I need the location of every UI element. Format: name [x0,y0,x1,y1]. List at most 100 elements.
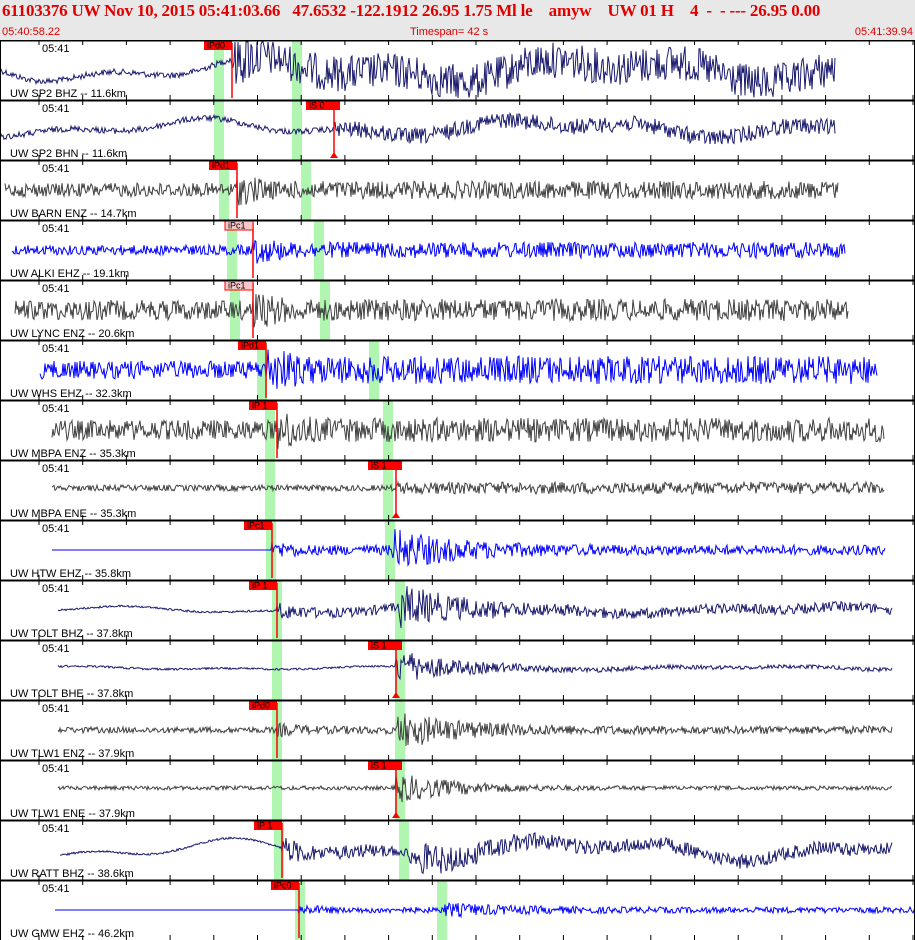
channel-panel[interactable]: iPd0 05:41 UW SP2 BHZ -- 11.6km [0,40,915,100]
pick-label: iPc1 [228,221,246,231]
minute-label: 05:41 [42,163,70,175]
pick-label: iPc1 [247,521,265,531]
phase-window [227,220,237,280]
waveform-trace [57,653,893,681]
pick-label: iPd1 [212,161,230,171]
pick-flag[interactable] [368,460,402,470]
phase-window [292,40,302,100]
start-time: 05:40:58.22 [2,26,61,38]
pick-flag[interactable] [238,340,266,350]
timespan: Timespan= 42 s [410,26,489,38]
waveform-trace [39,349,878,389]
phase-window [265,460,275,520]
minute-label: 05:41 [42,463,70,475]
pick-label: iS 1 [371,461,387,471]
pick-label: iPd1 [241,341,259,351]
channel-panel[interactable]: iS 1 05:41 UW MBPA ENE -- 35.3km [0,459,915,520]
pick-label: iP 1 [252,581,267,591]
phase-window [395,700,405,760]
channel-label: UW BARN ENZ -- 14.7km [10,208,137,220]
channel-label: UW ALKI EHZ -- 19.1km [10,268,129,280]
channel-panel[interactable]: iS 1 05:41 UW TLW1 ENE -- 37.9km [0,759,915,820]
minute-label: 05:41 [42,703,70,715]
waveform-trace [14,293,849,328]
phase-window [274,820,284,880]
channel-label: UW GMW EHZ -- 46.2km [10,928,134,940]
event-header: 61103376 UW Nov 10, 2015 05:41:03.66 47.… [0,0,915,40]
pick-label: iS 1 [371,641,387,651]
channel-panel[interactable]: iS 0 05:41 UW SP2 BHN -- 11.6km [0,99,915,160]
minute-label: 05:41 [42,403,70,415]
minute-label: 05:41 [42,523,70,535]
channel-label: UW WHS EHZ -- 32.3km [10,388,132,400]
pick-flag[interactable] [368,760,402,770]
channel-panel[interactable]: iPc1 05:41 UW LYNC ENZ -- 20.6km [0,279,915,340]
minute-label: 05:41 [42,43,70,55]
minute-label: 05:41 [42,823,70,835]
waveform-trace [57,775,893,803]
phase-window [314,220,324,280]
pick-label: iPc1 [228,281,246,291]
channel-panel[interactable]: iPc0 05:41 UW GMW EHZ -- 46.2km [0,879,915,940]
phase-window [395,760,405,820]
end-time: 05:41:39.94 [854,26,913,38]
pick-flag[interactable] [244,520,272,530]
pick-flag[interactable] [306,100,340,110]
seismogram-panels: iPd0 05:41 UW SP2 BHZ -- 11.6km iS 0 05:41 UW… [0,40,915,940]
channel-panel[interactable]: iPd1 05:41 UW WHS EHZ -- 32.3km [0,339,915,400]
channel-label: UW HTW EHZ -- 35.8km [10,568,131,580]
channel-panel[interactable]: iPd0 05:41 UW TLW1 ENZ -- 37.9km [0,699,915,760]
channel-panel[interactable]: iPc1 05:41 UW ALKI EHZ -- 19.1km [0,219,915,280]
channel-panel[interactable]: iPc1 05:41 UW HTW EHZ -- 35.8km [0,519,915,580]
channel-panel[interactable]: iP 1 05:41 UW TOLT BHZ -- 37.8km [0,579,915,640]
pick-flag[interactable] [254,820,282,830]
minute-label: 05:41 [42,583,70,595]
pick-flag[interactable] [249,400,277,410]
channel-label: UW SP2 BHN -- 11.6km [10,148,127,160]
channel-label: UW MBPA ENE -- 35.3km [10,508,136,520]
pick-flag[interactable] [271,880,299,890]
pick-label: iPd0 [207,41,225,51]
waveform-trace [55,902,915,919]
phase-window [399,820,409,880]
channel-panel[interactable]: iP 1 05:41 UW RATT BHZ -- 38.6km [0,819,915,880]
waveform-trace [4,177,839,206]
minute-label: 05:41 [42,763,70,775]
channel-label: UW LYNC ENZ -- 20.6km [10,328,134,340]
pick-label: iPd0 [252,701,270,711]
waveform-trace [0,111,836,145]
pick-label: iP 1 [257,821,272,831]
channel-label: UW RATT BHZ -- 38.6km [10,868,134,880]
event-summary: 61103376 UW Nov 10, 2015 05:41:03.66 47.… [2,1,821,20]
pick-label: iS 1 [371,761,387,771]
waveform-trace [59,832,893,875]
channel-label: UW TOLT BHZ -- 37.8km [10,628,133,640]
channel-panel[interactable]: iS 1 05:41 UW TOLT BHE -- 37.8km [0,639,915,700]
minute-label: 05:41 [42,283,70,295]
seismogram-canvas: iPd0 05:41 UW SP2 BHZ -- 11.6km iS 0 05:41 UW… [0,40,915,940]
channel-panel[interactable]: iP 1 05:41 UW MBPA ENZ -- 35.3km [0,399,915,460]
minute-label: 05:41 [42,103,70,115]
minute-label: 05:41 [42,343,70,355]
minute-label: 05:41 [42,643,70,655]
waveform-trace [52,529,886,568]
pick-flag[interactable] [249,580,277,590]
waveform-trace [57,586,893,629]
phase-window [214,40,224,100]
pick-flag[interactable] [249,700,277,710]
phase-window [272,640,282,700]
minute-label: 05:41 [42,223,70,235]
phase-window [395,580,405,640]
waveform-trace [57,713,893,747]
channel-panel[interactable]: iPd1 05:41 UW BARN ENZ -- 14.7km [0,159,915,220]
waveform-trace [11,239,846,264]
pick-flag[interactable] [209,160,237,170]
waveform-trace [51,413,885,449]
phase-window [272,760,282,820]
channel-label: UW TLW1 ENE -- 37.9km [10,808,135,820]
channel-label: UW SP2 BHZ -- 11.6km [10,88,126,100]
channel-label: UW TLW1 ENZ -- 37.9km [10,748,134,760]
pick-flag[interactable] [204,40,232,50]
waveform-trace [0,41,836,99]
pick-flag[interactable] [368,640,402,650]
